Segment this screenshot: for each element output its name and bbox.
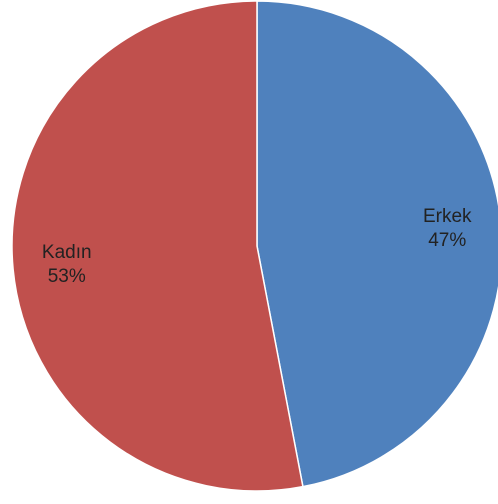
pie-labels: Erkek 47% Kadın 53% — [42, 206, 472, 287]
slice-label-1: Kadın — [42, 242, 92, 263]
slice-value-label-1: 53% — [48, 266, 86, 287]
pie-slice-kad-n — [11, 0, 304, 492]
slice-value-label-0: 47% — [428, 230, 466, 251]
pie-slice-erkek — [256, 0, 498, 488]
pie-slices — [11, 0, 498, 492]
slice-label-0: Erkek — [423, 206, 472, 227]
